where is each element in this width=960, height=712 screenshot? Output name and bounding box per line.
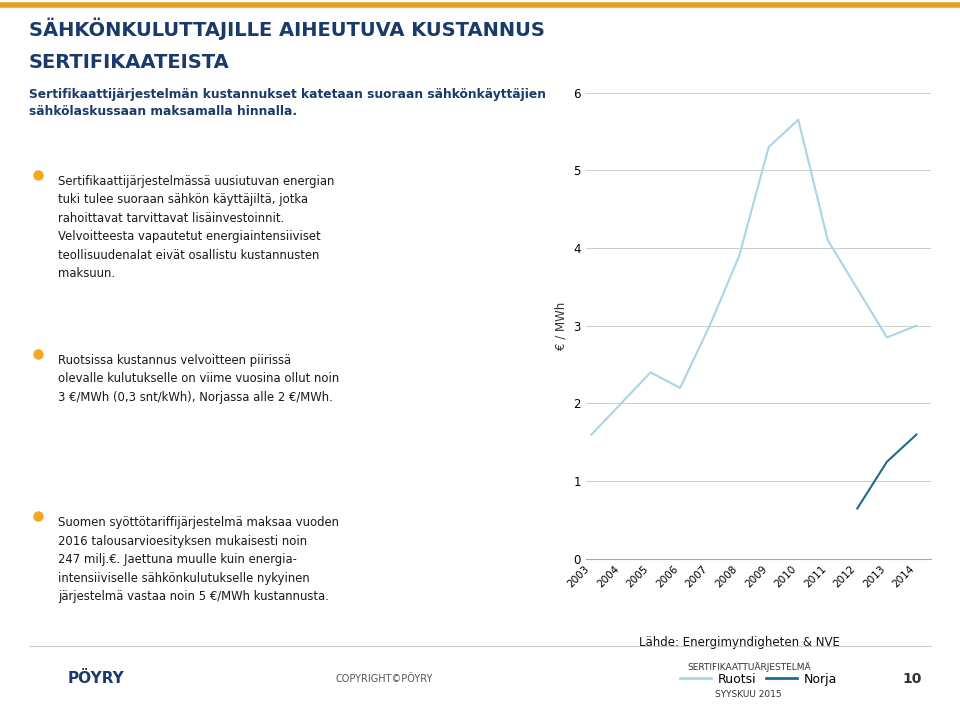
Text: COPYRIGHT©PÖYRY: COPYRIGHT©PÖYRY bbox=[335, 674, 433, 684]
Y-axis label: € / MWh: € / MWh bbox=[555, 302, 567, 350]
Text: SERTIFIKAATTUÄRJESTELMÄ: SERTIFIKAATTUÄRJESTELMÄ bbox=[687, 662, 810, 672]
Text: Suomen syöttötariffijärjestelmä maksaa vuoden
2016 talousarvioesityksen mukaises: Suomen syöttötariffijärjestelmä maksaa v… bbox=[58, 516, 339, 603]
Text: Sertifikaattijärjestelmässä uusiutuvan energian
tuki tulee suoraan sähkön käyttä: Sertifikaattijärjestelmässä uusiutuvan e… bbox=[58, 174, 334, 281]
Text: 10: 10 bbox=[902, 671, 922, 686]
Text: Sertifikaattijärjestelmän kustannukset katetaan suoraan sähkönkäyttäjien
sähköla: Sertifikaattijärjestelmän kustannukset k… bbox=[29, 88, 546, 118]
Text: PÖYRY: PÖYRY bbox=[67, 671, 124, 686]
Text: Ruotsissa kustannus velvoitteen piirissä
olevalle kulutukselle on viime vuosina : Ruotsissa kustannus velvoitteen piirissä… bbox=[58, 354, 339, 404]
Text: SYYSKUU 2015: SYYSKUU 2015 bbox=[715, 689, 782, 698]
Text: SÄHKÖNKULUTTAJILLE AIHEUTUVA KUSTANNUS: SÄHKÖNKULUTTAJILLE AIHEUTUVA KUSTANNUS bbox=[29, 18, 544, 41]
Text: SERTIFIKAATEISTA: SERTIFIKAATEISTA bbox=[29, 53, 229, 72]
Text: Lähde: Energimyndigheten & NVE: Lähde: Energimyndigheten & NVE bbox=[638, 636, 840, 649]
Legend: Ruotsi, Norja: Ruotsi, Norja bbox=[675, 668, 842, 691]
Text: Sertifikaattijärjestelmän kustannukset sähkön
käyttäjille Ruotsissa ja Norjassa: Sertifikaattijärjestelmän kustannukset s… bbox=[598, 39, 880, 69]
